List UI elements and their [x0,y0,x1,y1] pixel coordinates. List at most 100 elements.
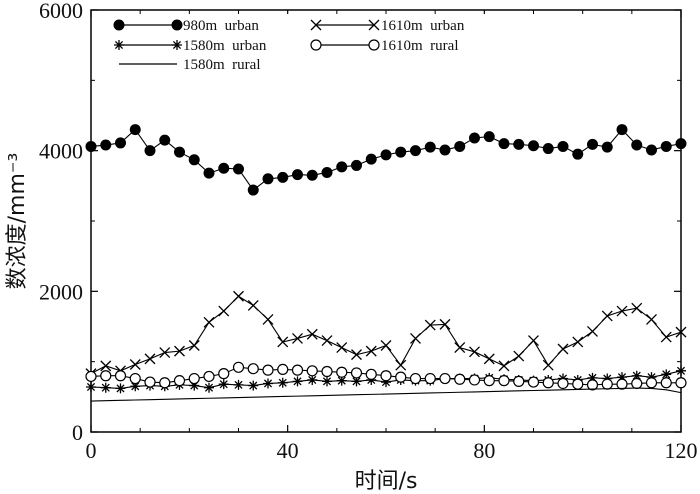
data-point [159,347,171,358]
data-point [381,377,391,388]
data-point [676,365,686,376]
data-point [173,375,186,387]
data-point [469,132,480,144]
data-point [395,359,407,371]
data-point [586,379,599,391]
data-point [218,379,229,390]
data-point [114,370,127,382]
legend-label: 1610m urban [381,18,465,34]
y-axis-title: 数浓度/mm⁻³ [5,153,30,290]
data-point [86,381,96,392]
x-tick-label: 120 [665,438,698,463]
data-point [675,326,687,338]
data-point [424,319,436,331]
data-point [631,139,643,151]
data-point [307,374,318,385]
data-point [115,383,126,394]
data-point [513,350,525,362]
data-point [159,134,171,146]
data-point [631,302,643,314]
y-tick-label: 4000 [39,139,83,164]
data-point [247,363,259,375]
data-point [100,370,112,382]
series-3 [85,361,687,391]
data-point [351,376,362,387]
data-point [174,345,185,357]
data-point [675,138,687,150]
legend-entry: 1610m rural [310,38,458,54]
data-point [248,380,259,391]
data-point [587,325,598,337]
legend-entry: 1580m rural [119,57,260,73]
data-point [646,144,657,156]
data-point [218,305,230,317]
data-point [321,335,333,347]
x-tick-label: 40 [277,438,299,463]
data-point [130,381,141,392]
data-point [218,162,230,174]
data-point [527,376,540,388]
data-point [247,299,259,311]
series-4 [90,387,682,402]
data-point [454,342,466,354]
data-point [572,378,584,390]
data-point [469,346,480,358]
data-point [513,138,525,150]
data-point [144,145,156,157]
data-point [336,342,348,354]
data-point [395,371,407,383]
data-point [557,377,569,390]
data-point [321,166,333,178]
data-point [602,373,613,384]
data-point [350,367,363,379]
data-point [233,290,244,302]
data-point [454,140,466,152]
data-point [410,145,421,157]
data-point [129,372,141,385]
data-point [262,364,274,376]
data-point [616,378,628,390]
data-point [85,140,97,152]
data-point [601,378,613,390]
legend-marker [310,19,322,31]
legend-label: 1580m urban [183,38,267,54]
data-point [557,343,569,355]
data-point [203,370,215,383]
data-point [306,169,318,181]
data-point [203,167,215,179]
x-axis-title: 时间/s [355,469,418,494]
data-point [424,372,436,385]
data-point [336,366,348,378]
data-point [336,161,348,173]
data-point [498,360,510,372]
data-point [100,360,112,372]
y-tick-label: 2000 [39,279,83,304]
data-point [174,146,185,158]
data-point [675,377,687,389]
data-point [336,375,347,386]
data-point [528,335,539,347]
legend-marker [172,40,182,50]
data-point [483,375,495,387]
data-point [631,370,642,381]
legend-label: 1610m rural [381,38,458,54]
legend-marker [114,40,124,50]
data-point [631,377,643,390]
legend: 980m urban 1610m urban 1580m urban 1610m ru… [112,14,512,73]
data-point [233,379,244,390]
legend-label: 1580m rural [183,57,260,73]
data-point [617,372,627,383]
data-point [129,124,141,136]
data-point [483,353,495,365]
data-point [263,378,273,389]
data-point [410,332,421,344]
data-point [365,153,377,165]
data-point [380,340,392,351]
data-point [232,361,245,373]
data-point [572,148,584,160]
data-point [439,372,451,385]
data-point [365,345,377,357]
data-point [645,377,658,389]
plot-frame [90,9,682,433]
